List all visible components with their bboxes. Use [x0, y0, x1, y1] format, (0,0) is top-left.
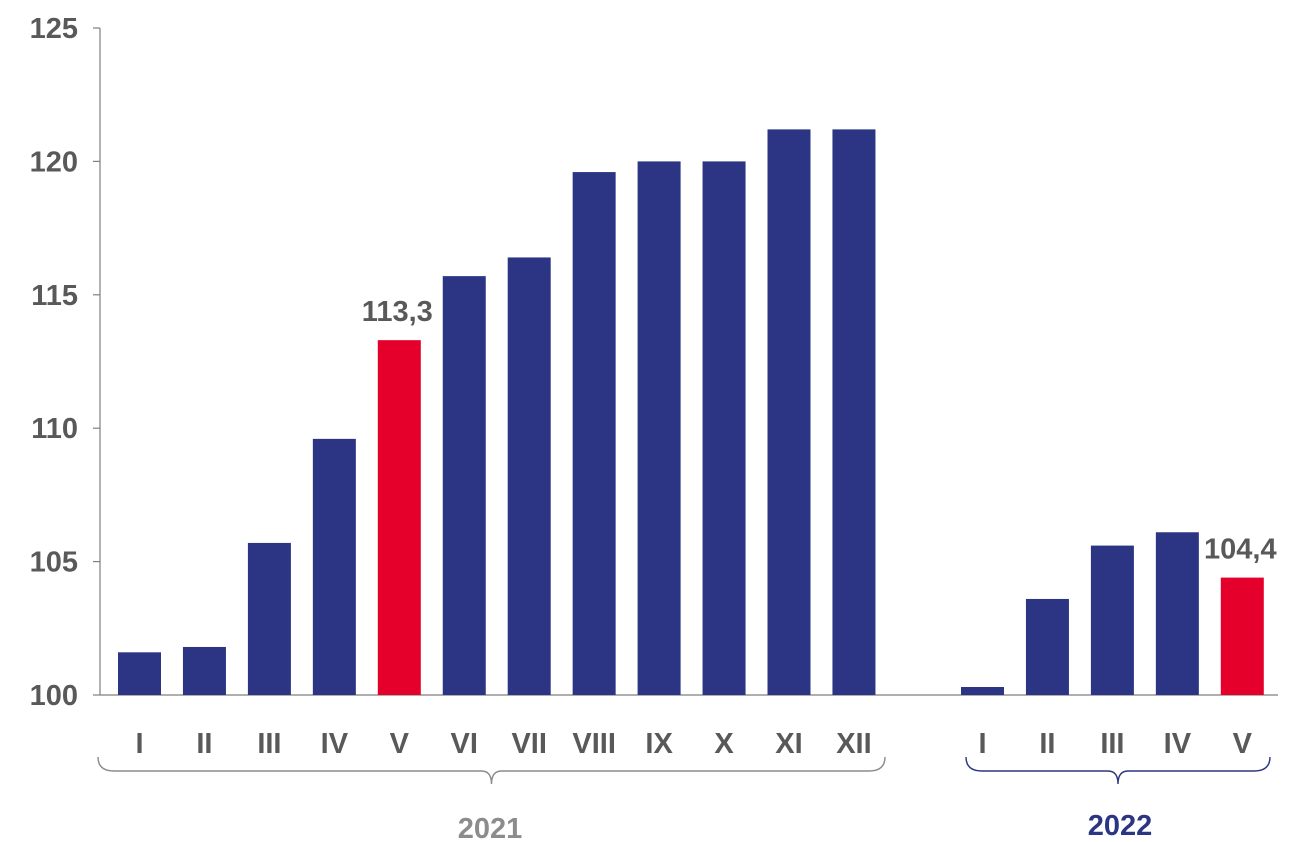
bar-2021-V — [377, 340, 421, 695]
bar-2021-VI — [442, 276, 486, 695]
year-label-2022: 2022 — [1088, 810, 1153, 842]
x-tick-label: IV — [1164, 728, 1192, 760]
x-tick-label: XII — [836, 728, 871, 760]
bar-2021-XI — [767, 129, 811, 695]
data-label: 113,3 — [362, 296, 433, 328]
x-tick-label: V — [1233, 728, 1253, 760]
y-tick-label: 115 — [31, 280, 78, 312]
x-tick-label: III — [257, 728, 281, 760]
bar-2021-II — [182, 646, 226, 695]
x-tick-label: VII — [511, 728, 546, 760]
bar-2021-XII — [832, 129, 876, 695]
x-tick-label: VIII — [572, 728, 616, 760]
year-label-2021: 2021 — [458, 813, 523, 842]
bar-2022-II — [1025, 598, 1069, 695]
x-tick-label: II — [196, 728, 212, 760]
brace-2021 — [97, 756, 886, 785]
bar-2021-VII — [507, 257, 551, 695]
bar-2021-I — [118, 652, 161, 695]
x-tick-label: XI — [775, 728, 802, 760]
x-tick-label: I — [978, 728, 986, 760]
bar-2021-III — [247, 542, 291, 695]
x-tick-label: VI — [451, 728, 478, 760]
data-label: 104,4 — [1204, 534, 1277, 566]
y-tick-label: 110 — [31, 413, 78, 445]
x-tick-label: IX — [645, 728, 673, 760]
x-tick-label: IV — [321, 728, 349, 760]
bar-2021-VIII — [572, 172, 616, 695]
bar-2021-IV — [312, 438, 356, 695]
y-tick-label: 120 — [30, 146, 78, 178]
y-tick-label: 105 — [30, 547, 78, 579]
x-tick-label: I — [135, 728, 143, 760]
x-tick-label: II — [1039, 728, 1055, 760]
bar-2022-I — [961, 686, 1004, 695]
bar-2021-X — [702, 161, 746, 695]
x-tick-label: III — [1100, 728, 1124, 760]
bar-2021-IX — [637, 161, 681, 695]
bar-2022-IV — [1155, 532, 1199, 695]
y-tick-label: 100 — [30, 680, 78, 712]
bar-2022-V — [1220, 577, 1264, 695]
x-tick-label: X — [714, 728, 734, 760]
x-tick-label: V — [390, 728, 410, 760]
y-tick-label: 125 — [30, 13, 78, 45]
brace-2022 — [965, 756, 1271, 785]
bar-2022-III — [1090, 545, 1134, 695]
